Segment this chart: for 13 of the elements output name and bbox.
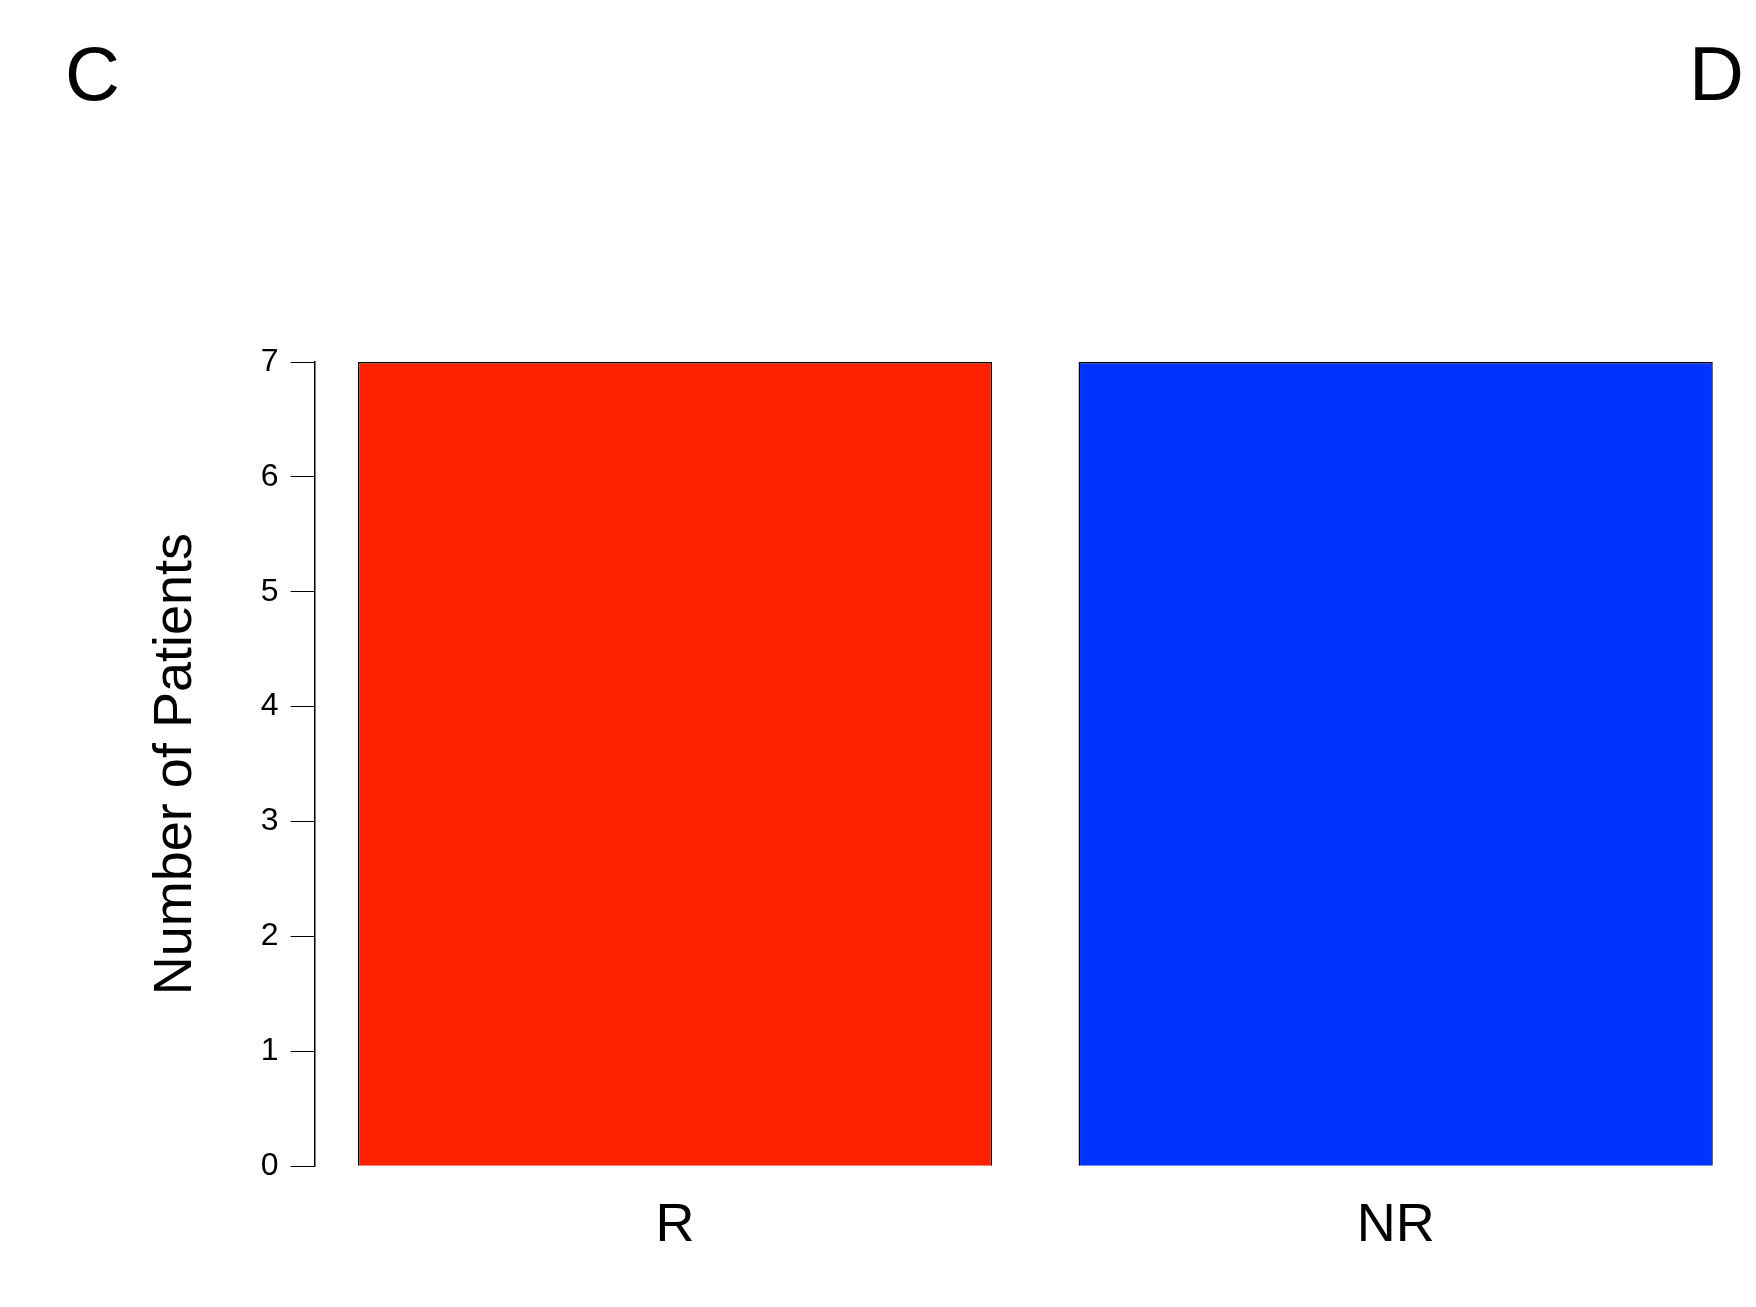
y-tick-label: 2 — [260, 916, 279, 953]
text: C — [65, 30, 120, 117]
y-tick-label: 1 — [260, 1031, 279, 1068]
text: D — [1689, 30, 1744, 117]
x-tick-label: NR — [1356, 1192, 1435, 1253]
y-tick-label: 5 — [260, 571, 279, 608]
y-tick-label: 0 — [260, 1146, 279, 1183]
y-tick-label: 7 — [260, 341, 279, 378]
y-tick-label: 6 — [260, 456, 279, 493]
x-tick-label: R — [655, 1192, 695, 1253]
y-axis-title: Number of Patients — [142, 532, 203, 996]
y-tick-label: 3 — [260, 801, 279, 838]
y-tick-label: 4 — [260, 686, 279, 723]
